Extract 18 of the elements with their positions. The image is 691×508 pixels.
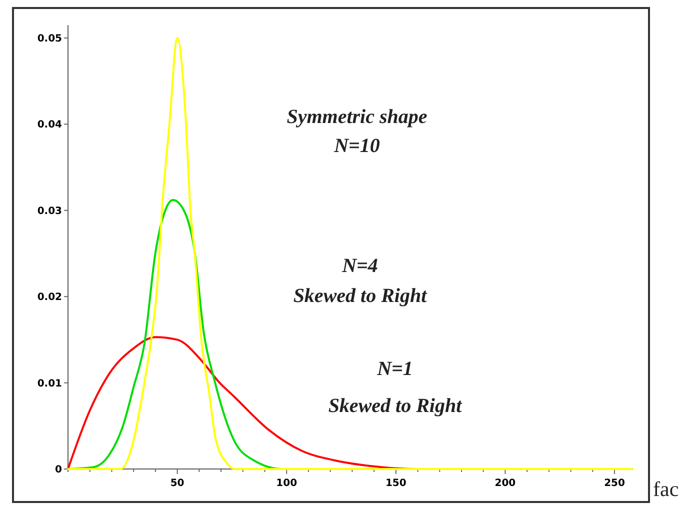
x-tick-label: 250 — [604, 478, 625, 489]
annotation: N=10 — [333, 135, 380, 157]
y-tick-label: 0.04 — [37, 120, 62, 131]
x-tick-label: 50 — [170, 478, 184, 489]
y-tick-label: 0.05 — [37, 34, 62, 44]
annotation: N=4 — [341, 255, 378, 277]
x-tick-label: 200 — [494, 478, 516, 489]
y-tick-label: 0 — [55, 464, 62, 476]
annotation: Skewed to Right — [293, 285, 428, 307]
annotation: Skewed to Right — [328, 395, 464, 417]
annotation: Symmetric shape — [286, 106, 428, 128]
y-tick-label: 0.03 — [37, 206, 62, 217]
y-tick-label: 0.02 — [37, 292, 62, 304]
y-tick-label: 0.01 — [37, 378, 62, 390]
text: fac — [653, 477, 679, 501]
x-tick-label: 100 — [276, 478, 298, 489]
x-tick-label: 150 — [385, 478, 406, 489]
annotation: N=1 — [376, 358, 413, 380]
